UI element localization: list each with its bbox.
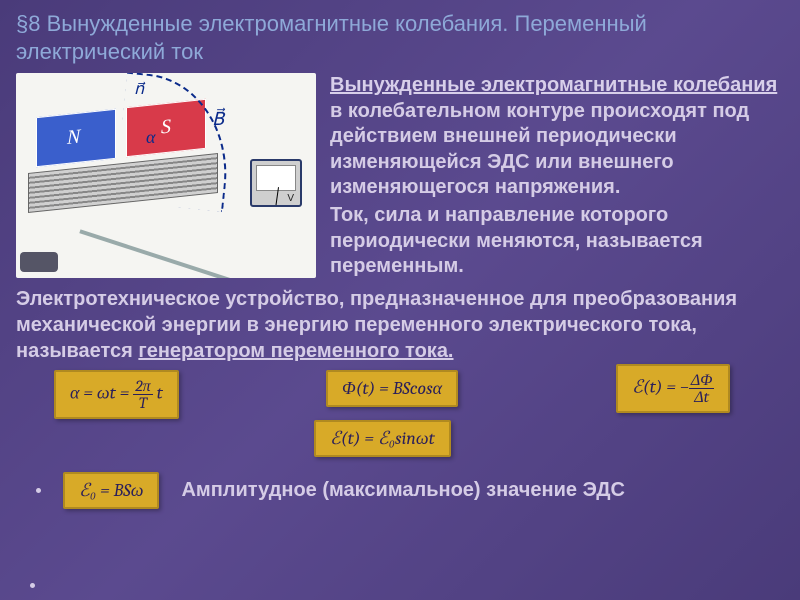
bullet-icon [30,583,35,588]
definition-generator: Электротехническое устройство, предназна… [16,286,784,364]
definition-alternating-current: Ток, сила и направление которого периоди… [330,203,784,280]
bullet-icon [36,488,41,493]
amplitude-label: Амплитудное (максимальное) значение ЭДС [181,478,625,503]
formula-flux: Φ(t) = BScosα [326,370,458,407]
diagram-b-vector: B⃗ [212,109,224,130]
formula-emf-sine: ℰ(t) = ℰ₀sinωt [314,420,451,457]
definition-term: Вынужденные электромагнитные колебания [330,74,777,96]
generator-diagram: n⃗ B⃗ α [16,73,316,278]
definition-forced-oscillations: Вынужденные электромагнитные колебания в… [330,73,784,201]
generator-term: генератором переменного тока. [138,340,453,362]
diagram-alpha: α [146,127,155,148]
diagram-n-vector: n⃗ [134,79,144,99]
formula-row: α = ωt = 2πT t Φ(t) = BScosα ℰ(t) = −ΔΦΔ… [16,370,784,446]
formula-emf-derivative: ℰ(t) = −ΔΦΔt [616,364,730,413]
slide-title: §8 Вынужденные электромагнитные колебани… [16,10,784,65]
voltmeter-icon [250,159,302,207]
formula-alpha: α = ωt = 2πT t [54,370,179,419]
formula-emf-amplitude: ℰ₀ = BSω [63,472,159,509]
